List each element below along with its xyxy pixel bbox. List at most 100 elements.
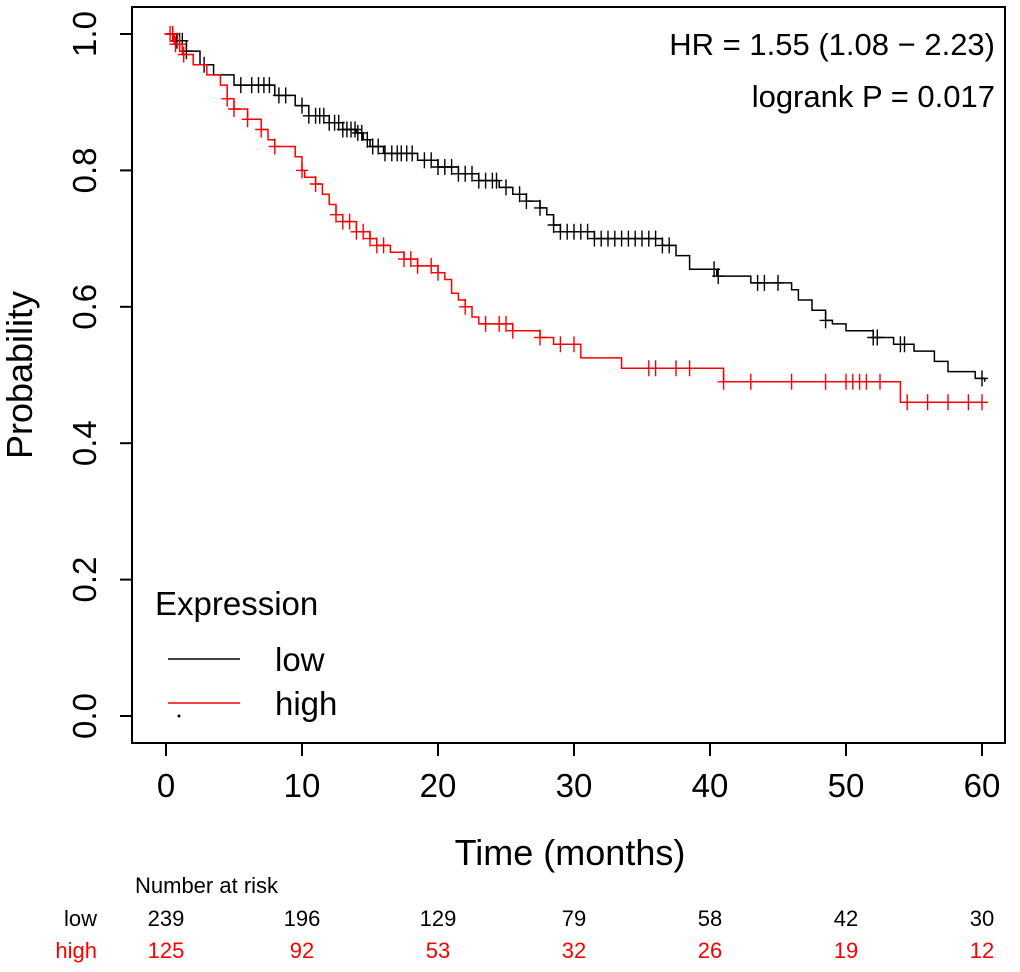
censor-mark-low <box>406 145 419 162</box>
risk-value-high: 125 <box>148 938 185 963</box>
risk-value-low: 239 <box>148 906 185 931</box>
risk-value-high: 32 <box>562 938 586 963</box>
censor-mark-high <box>785 373 798 390</box>
censor-mark-high <box>670 360 682 377</box>
censor-mark-high <box>255 121 268 138</box>
censor-mark-high <box>432 264 444 281</box>
x-tick-label: 10 <box>284 767 321 804</box>
censor-mark-high <box>411 257 424 274</box>
risk-table: low 239 196 129 79 58 42 30 high 125 92 53 32 26 19 12 <box>55 906 994 963</box>
hr-annotation: HR = 1.55 (1.08 − 2.23) <box>669 27 995 62</box>
y-tick-label: 0.6 <box>66 284 103 330</box>
risk-value-low: 79 <box>562 906 586 931</box>
censor-mark-low <box>649 230 662 247</box>
series-layer <box>164 26 988 411</box>
censor-mark-low <box>520 193 533 210</box>
censor-mark-low <box>500 179 512 196</box>
x-tick-label: 40 <box>692 767 729 804</box>
censor-mark-low <box>758 274 771 291</box>
censor-mark-low <box>355 124 368 141</box>
legend: Expression low high <box>155 585 337 722</box>
risk-value-high: 19 <box>834 938 858 963</box>
risk-value-low: 129 <box>420 906 457 931</box>
censor-mark-low <box>279 87 292 104</box>
censor-mark-high <box>241 111 254 128</box>
censor-mark-high <box>744 373 757 390</box>
censor-mark-high <box>479 315 492 332</box>
risk-row-label-high: high <box>55 938 97 963</box>
censor-mark-high <box>357 223 370 240</box>
censor-mark-high <box>309 176 322 192</box>
legend-dot <box>177 714 181 718</box>
censor-mark-low <box>663 237 676 254</box>
censor-mark-high <box>554 336 567 353</box>
y-tick-label: 0.0 <box>66 693 103 739</box>
legend-label-low: low <box>275 641 325 678</box>
censor-mark-low <box>871 329 884 346</box>
censor-mark-low <box>490 172 503 189</box>
x-tick-label: 50 <box>828 767 865 804</box>
y-axis: 0.0 0.2 0.4 0.6 0.8 1.0 <box>66 11 133 739</box>
censor-mark-high <box>173 36 186 53</box>
censor-mark-high <box>268 138 281 155</box>
censor-mark-high <box>221 90 234 107</box>
censor-mark-low <box>361 131 374 148</box>
x-tick-label: 0 <box>157 767 175 804</box>
censor-mark-low <box>898 336 911 353</box>
censor-mark-high <box>177 46 190 63</box>
censor-mark-high <box>649 360 662 377</box>
censor-mark-low <box>712 268 725 285</box>
censor-mark-high <box>976 394 988 411</box>
x-axis: 0 10 20 30 40 50 60 <box>157 742 1001 804</box>
censor-mark-high <box>874 373 886 390</box>
risk-value-high: 12 <box>970 938 994 963</box>
x-tick-label: 60 <box>964 767 1001 804</box>
risk-value-low: 30 <box>970 906 994 931</box>
logrank-annotation: logrank P = 0.017 <box>752 79 995 114</box>
censor-mark-low <box>547 217 560 233</box>
censor-mark-high <box>364 230 376 247</box>
y-tick-label: 0.4 <box>66 420 103 466</box>
risk-value-low: 58 <box>698 906 722 931</box>
censor-mark-high <box>330 206 342 223</box>
censor-mark-high <box>534 329 546 346</box>
censor-mark-low <box>296 97 308 114</box>
x-tick-label: 20 <box>420 767 457 804</box>
censor-mark-low <box>466 165 478 182</box>
risk-table-title: Number at risk <box>135 873 279 898</box>
censor-mark-high <box>942 394 954 411</box>
censor-mark-high <box>500 315 512 332</box>
censor-mark-low <box>534 199 546 216</box>
risk-value-high: 53 <box>426 938 450 963</box>
censor-mark-high <box>860 373 873 390</box>
censor-mark-high <box>962 394 975 411</box>
censor-mark-high <box>296 162 308 179</box>
censor-mark-high <box>228 101 240 117</box>
censor-mark-high <box>343 213 356 230</box>
x-tick-label: 30 <box>556 767 593 804</box>
censor-mark-high <box>683 360 696 377</box>
risk-value-low: 196 <box>284 906 321 931</box>
censor-mark-low <box>772 274 784 291</box>
legend-label-high: high <box>275 685 337 722</box>
censor-mark-low <box>513 186 526 203</box>
y-axis-title: Probability <box>0 291 40 459</box>
plot-frame <box>131 6 1006 744</box>
y-tick-label: 0.2 <box>66 557 103 603</box>
censor-mark-high <box>506 322 519 339</box>
risk-value-low: 42 <box>834 906 858 931</box>
censor-mark-low <box>445 159 458 175</box>
censor-mark-high <box>568 336 580 353</box>
series-high <box>164 26 988 411</box>
risk-value-high: 92 <box>290 938 314 963</box>
censor-mark-low <box>425 152 438 169</box>
censor-mark-high <box>921 394 934 411</box>
censor-mark-low <box>263 77 276 94</box>
y-tick-label: 0.8 <box>66 147 103 193</box>
y-tick-label: 1.0 <box>66 11 103 57</box>
censor-mark-low <box>581 223 594 240</box>
x-axis-title: Time (months) <box>455 832 686 873</box>
censor-mark-low <box>349 121 361 138</box>
censor-mark-low <box>976 370 988 387</box>
